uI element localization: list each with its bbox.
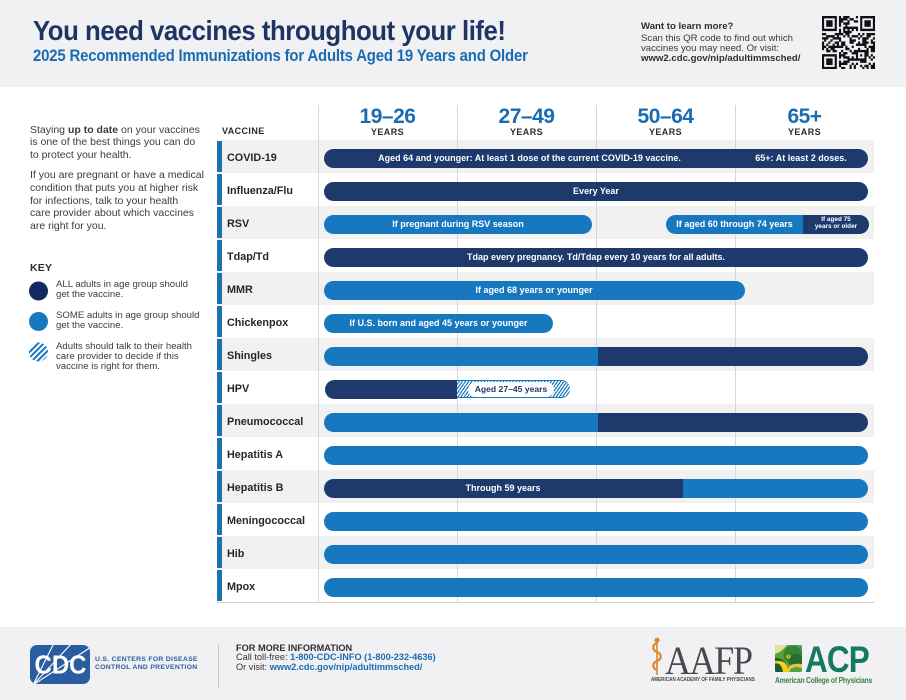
svg-text:CDC: CDC <box>35 650 87 680</box>
